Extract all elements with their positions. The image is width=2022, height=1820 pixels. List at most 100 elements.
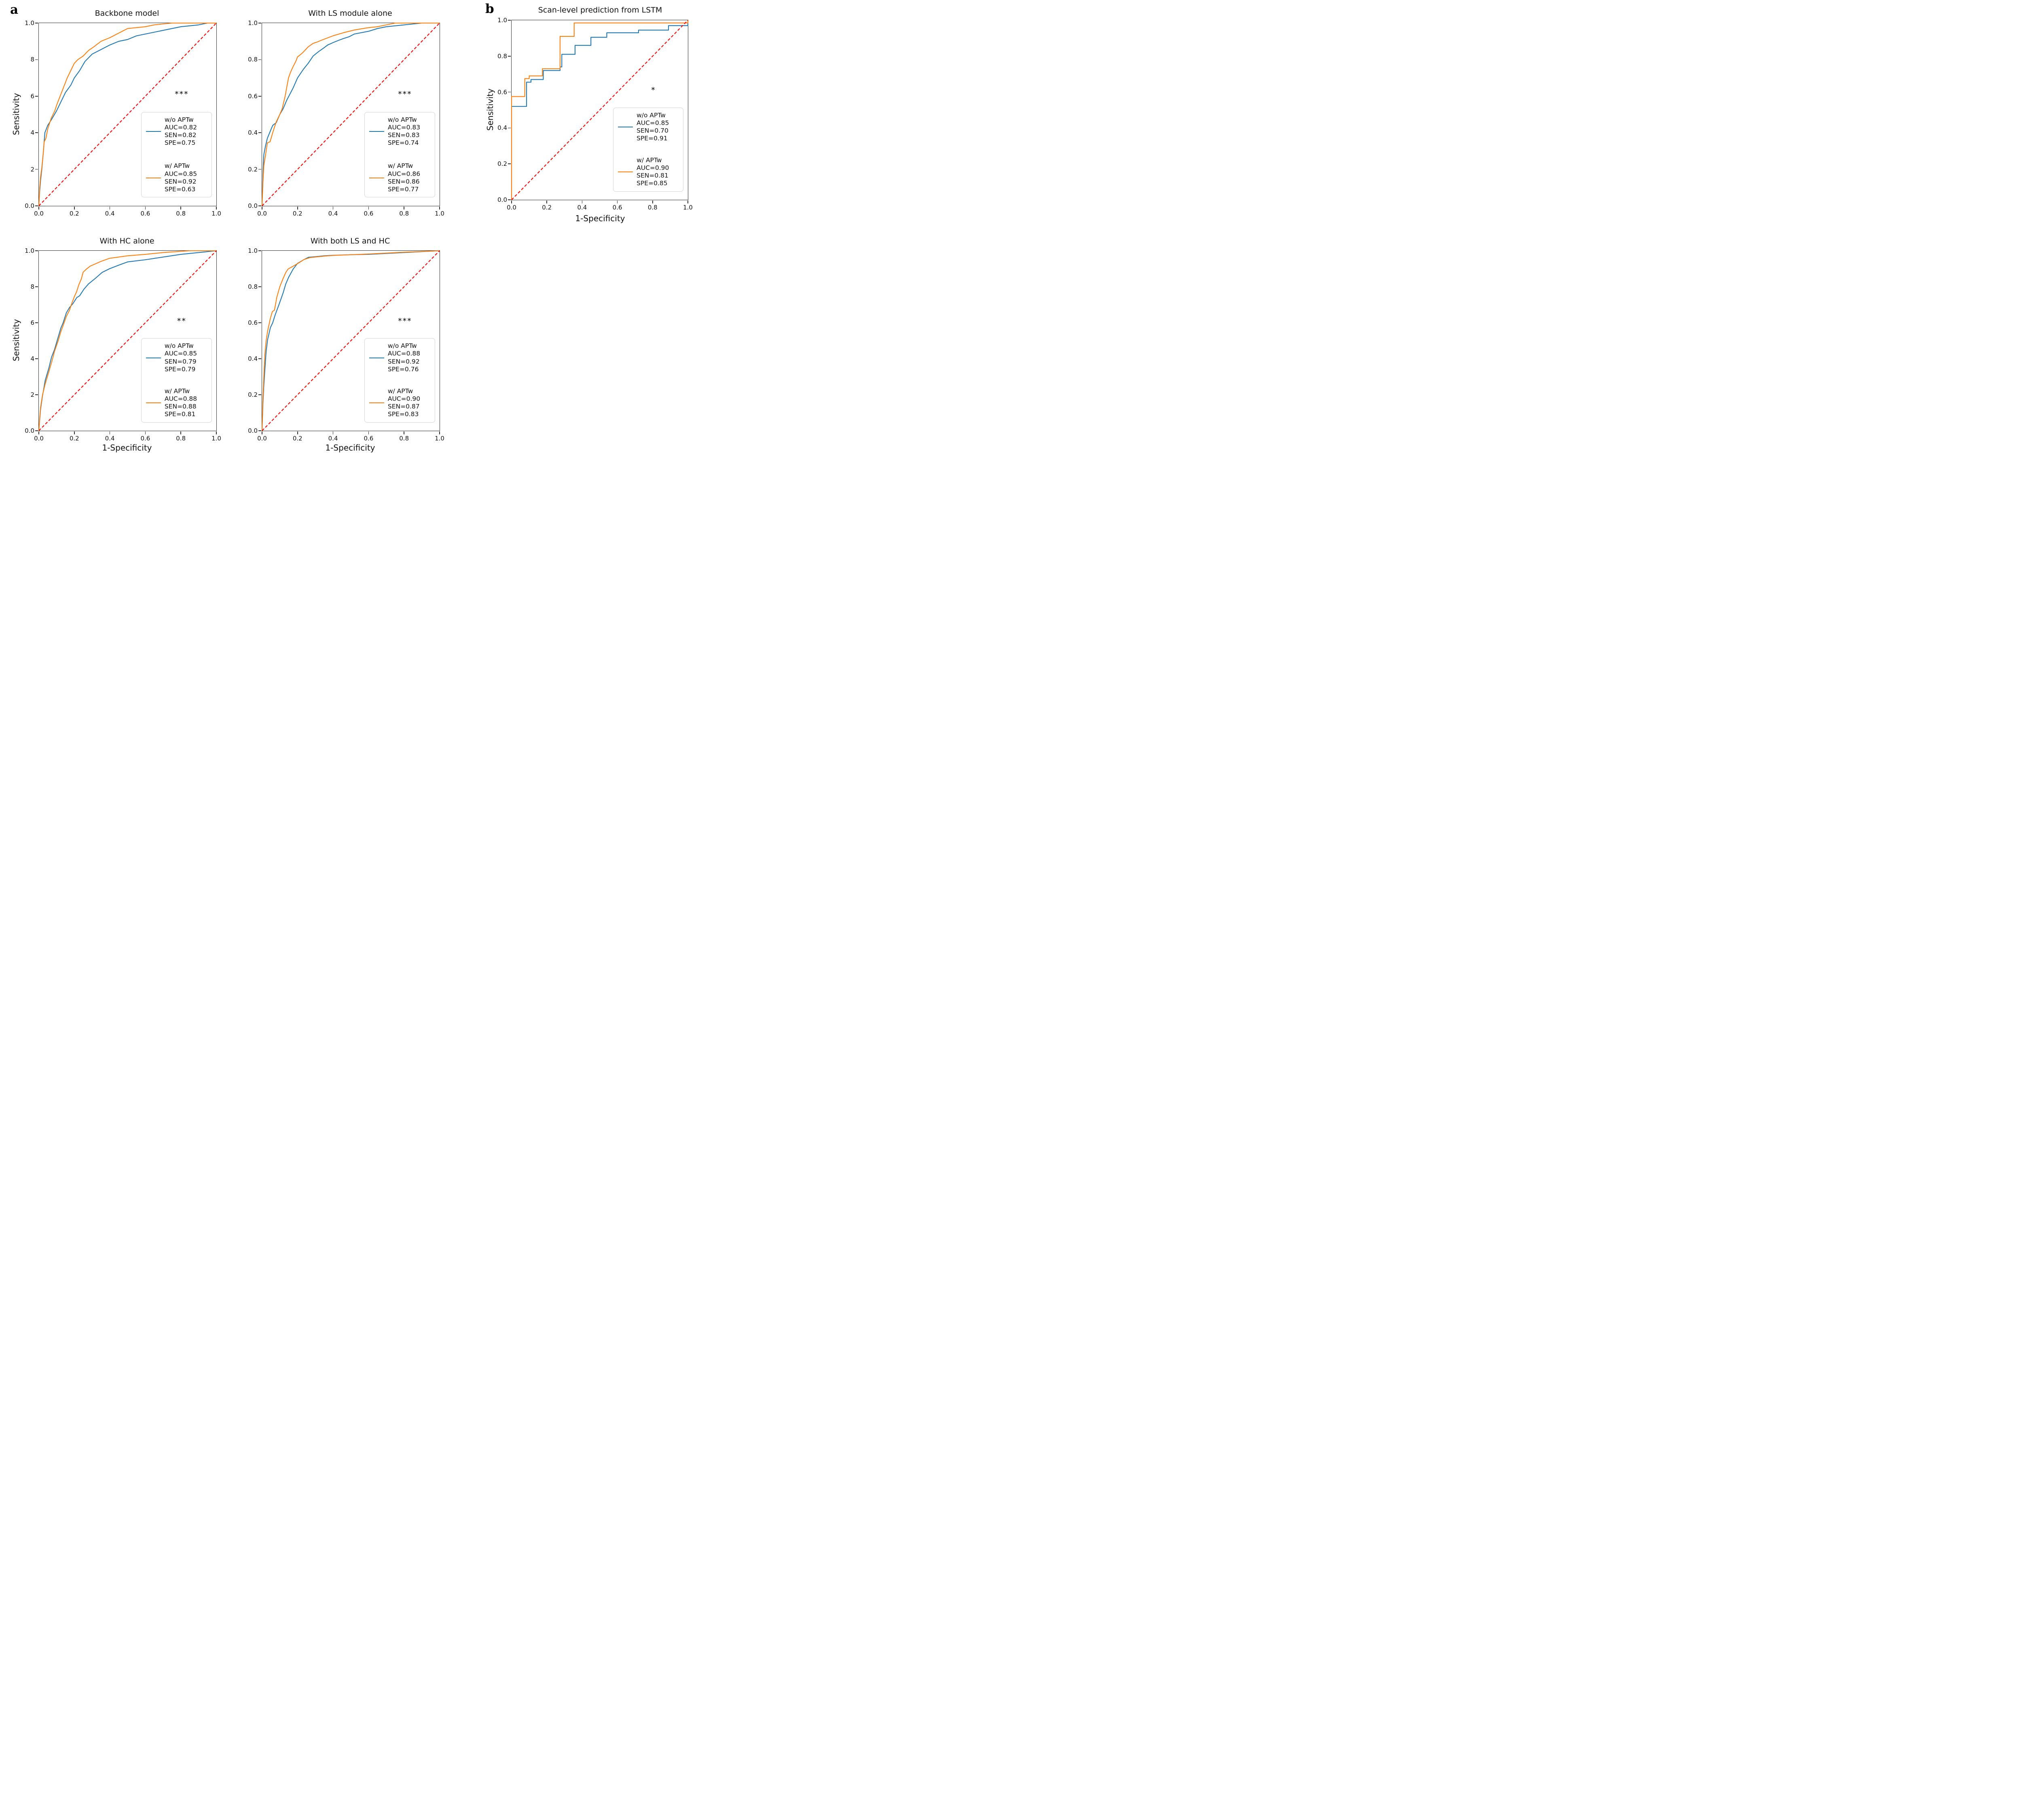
y-tick-mark xyxy=(258,169,262,170)
y-tick-label: 0.2 xyxy=(497,160,507,168)
x-axis-label: 1-Specificity xyxy=(575,214,625,223)
y-tick-mark xyxy=(258,96,262,97)
legend-line-sample-orange xyxy=(146,402,161,404)
y-tick-mark xyxy=(508,163,511,164)
legend-entry-with-aptw: w/ APTw AUC=0.85 SEN=0.92 SPE=0.63 xyxy=(143,162,209,193)
y-tick-label: 0.6 xyxy=(248,319,258,326)
y-tick-label: 0.6 xyxy=(497,88,507,96)
legend-sen: SEN=0.88 xyxy=(164,403,197,411)
x-tick-mark xyxy=(38,206,39,210)
legend-auc: AUC=0.83 xyxy=(387,123,421,131)
legend-label: w/o APTw xyxy=(164,116,194,123)
roc-curve-w-o-aptw xyxy=(39,251,216,431)
y-tick-label: 2 xyxy=(30,165,34,173)
roc-chart-svg xyxy=(262,251,440,431)
legend-auc: AUC=0.90 xyxy=(637,164,669,171)
legend-label: w/ APTw xyxy=(637,156,662,164)
x-tick-mark xyxy=(368,431,369,434)
y-tick-mark xyxy=(35,322,38,323)
y-tick-mark xyxy=(35,59,38,60)
x-tick-label: 0.8 xyxy=(399,210,409,217)
x-tick-label: 0.0 xyxy=(507,204,516,211)
x-tick-mark xyxy=(180,431,181,434)
significance-marker: *** xyxy=(398,90,412,99)
y-tick-label: 1.0 xyxy=(497,17,507,24)
plot-area: * w/o APTw AUC=0.85 SEN=0.70 SPE=0.91 w/… xyxy=(497,17,693,211)
x-tick-label: 0.2 xyxy=(69,210,79,217)
x-tick-label: 1.0 xyxy=(212,210,221,217)
legend-label: w/ APTw xyxy=(387,162,413,170)
x-axis-label: 1-Specificity xyxy=(102,443,152,453)
y-tick-mark xyxy=(258,132,262,133)
y-axis-label: Sensitivity xyxy=(11,93,21,135)
subplot-title: With both LS and HC xyxy=(310,237,390,245)
legend-auc: AUC=0.90 xyxy=(387,395,421,402)
legend-auc: AUC=0.85 xyxy=(164,170,197,178)
legend-auc: AUC=0.85 xyxy=(637,119,669,127)
legend-auc: AUC=0.86 xyxy=(387,170,421,178)
roc-curve-w-aptw xyxy=(39,23,216,206)
x-tick-label: 0.6 xyxy=(140,435,150,442)
plot-area: ** w/o APTw AUC=0.85 SEN=0.79 SPE=0.79 w… xyxy=(25,247,221,442)
x-tick-label: 0.4 xyxy=(577,204,587,211)
y-tick-mark xyxy=(258,430,262,431)
plot-area: *** w/o APTw AUC=0.82 SEN=0.82 SPE=0.75 … xyxy=(25,19,221,217)
x-tick-label: 0.2 xyxy=(292,435,302,442)
x-tick-mark xyxy=(145,431,146,434)
x-tick-mark xyxy=(332,206,334,210)
legend-entry-with-aptw: w/ APTw AUC=0.86 SEN=0.86 SPE=0.77 xyxy=(366,162,432,193)
legend-spe: SPE=0.76 xyxy=(387,365,419,373)
x-tick-label: 0.6 xyxy=(140,210,150,217)
roc-curve-w-aptw xyxy=(512,20,688,200)
y-axis-label: Sensitivity xyxy=(11,319,21,362)
y-tick-label: 1.0 xyxy=(25,19,34,27)
roc-curve-w-aptw xyxy=(262,251,440,431)
x-tick-label: 0.2 xyxy=(69,435,79,442)
roc-curve-chance xyxy=(39,23,216,206)
x-tick-mark xyxy=(216,431,217,434)
legend-label: w/o APTw xyxy=(637,111,666,119)
legend-label: w/o APTw xyxy=(387,116,417,123)
y-tick-mark xyxy=(35,96,38,97)
panel-b-letter: b xyxy=(485,2,494,16)
legend-spe: SPE=0.79 xyxy=(164,365,196,373)
figure-roc-panels: a b Backbone model Sensitivity *** w/o A… xyxy=(0,0,694,455)
legend-spe: SPE=0.74 xyxy=(387,139,419,147)
x-tick-mark xyxy=(180,206,181,210)
legend-spe: SPE=0.81 xyxy=(164,411,196,418)
x-tick-mark xyxy=(332,431,334,434)
subplot-title: With HC alone xyxy=(99,237,154,245)
roc-legend: w/o APTw AUC=0.88 SEN=0.92 SPE=0.76 w/ A… xyxy=(364,338,435,423)
roc-curve-chance xyxy=(512,20,688,200)
subplot-title: Backbone model xyxy=(95,9,159,18)
x-tick-label: 0.0 xyxy=(257,210,267,217)
y-axis-label: Sensitivity xyxy=(485,88,495,131)
roc-chart-svg xyxy=(39,23,216,206)
y-tick-label: 0.8 xyxy=(248,283,258,290)
y-tick-label: 1.0 xyxy=(248,247,258,254)
legend-auc: AUC=0.85 xyxy=(164,350,197,358)
x-tick-mark xyxy=(145,206,146,210)
y-tick-label: 8 xyxy=(30,56,34,63)
roc-curve-w-o-aptw xyxy=(262,23,440,206)
legend-sen: SEN=0.92 xyxy=(387,358,420,365)
y-tick-mark xyxy=(35,132,38,133)
y-tick-mark xyxy=(35,430,38,431)
x-tick-label: 0.4 xyxy=(328,210,338,217)
y-tick-mark xyxy=(508,199,511,200)
legend-entry-without-aptw: w/o APTw AUC=0.85 SEN=0.70 SPE=0.91 xyxy=(615,112,681,143)
y-tick-mark xyxy=(35,286,38,287)
x-tick-label: 0.8 xyxy=(399,435,409,442)
y-tick-mark xyxy=(258,358,262,359)
y-tick-mark xyxy=(258,250,262,251)
y-tick-mark xyxy=(258,394,262,395)
y-tick-mark xyxy=(258,59,262,60)
x-tick-label: 1.0 xyxy=(435,435,444,442)
y-tick-label: 0.8 xyxy=(248,56,258,63)
significance-marker: *** xyxy=(398,316,412,326)
x-tick-label: 0.6 xyxy=(612,204,622,211)
legend-spe: SPE=0.91 xyxy=(637,135,668,142)
roc-curve-w-o-aptw xyxy=(512,20,688,200)
x-tick-mark xyxy=(297,206,298,210)
y-tick-label: 0.0 xyxy=(248,202,258,210)
